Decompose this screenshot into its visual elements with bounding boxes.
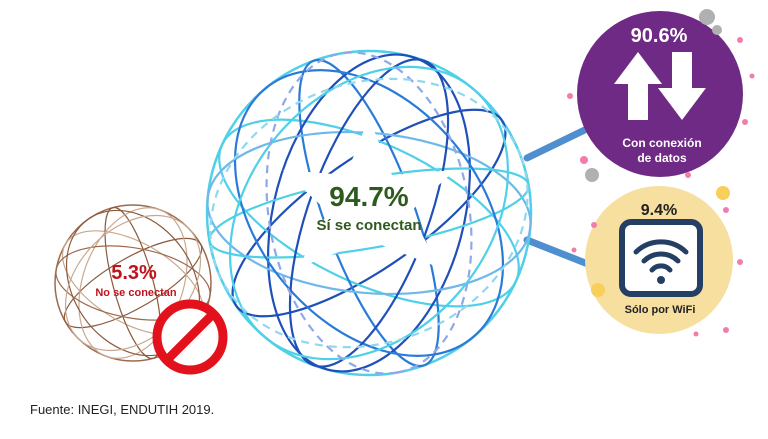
- not-connected-value: 5.3%: [111, 262, 157, 284]
- source-note: Fuente: INEGI, ENDUTIH 2019.: [30, 402, 215, 417]
- decorative-dots: [567, 9, 755, 337]
- globe-icon: [205, 49, 533, 377]
- data-connection-label-line2: de datos: [637, 151, 687, 165]
- data-connection-label-line1: Con conexión: [622, 136, 701, 150]
- main-value: 94.7%: [329, 181, 408, 212]
- up-down-arrows-icon: [614, 52, 706, 120]
- data-connection-value: 90.6%: [631, 25, 688, 47]
- main-label: Sí se conectan: [316, 217, 421, 234]
- not-connected-label: No se conectan: [95, 287, 177, 299]
- wifi-icon: [619, 219, 703, 297]
- wifi-only-label: Sólo por WiFi: [625, 304, 696, 316]
- data-connection-circle: [577, 11, 743, 177]
- small-globe-icon: [54, 204, 212, 362]
- connector-to-data-circle: [523, 121, 599, 162]
- wifi-only-value: 9.4%: [641, 202, 677, 219]
- prohibited-icon: [152, 299, 228, 375]
